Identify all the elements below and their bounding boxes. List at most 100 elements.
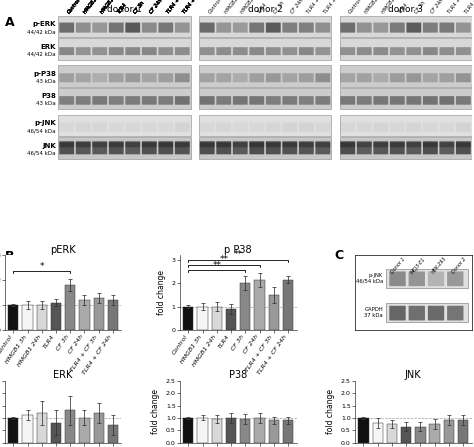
Bar [199, 16, 331, 37]
Bar [93, 298, 104, 330]
FancyBboxPatch shape [92, 122, 107, 132]
Text: A: A [5, 16, 14, 29]
FancyBboxPatch shape [406, 22, 421, 33]
FancyBboxPatch shape [456, 122, 471, 132]
Bar [339, 65, 472, 87]
FancyBboxPatch shape [76, 122, 91, 132]
FancyBboxPatch shape [233, 142, 247, 154]
FancyBboxPatch shape [456, 96, 471, 105]
Bar [283, 420, 293, 443]
FancyBboxPatch shape [439, 22, 454, 33]
FancyBboxPatch shape [142, 22, 157, 33]
FancyBboxPatch shape [357, 142, 372, 154]
FancyBboxPatch shape [200, 142, 215, 154]
FancyBboxPatch shape [158, 96, 173, 105]
Text: HMGB1 3h: HMGB1 3h [83, 0, 103, 15]
FancyBboxPatch shape [92, 47, 107, 55]
Bar [358, 418, 369, 443]
FancyBboxPatch shape [109, 96, 124, 105]
Text: 44/42 kDa: 44/42 kDa [27, 52, 56, 57]
Text: TLR4 + CF 24h: TLR4 + CF 24h [182, 0, 209, 15]
Bar [58, 38, 191, 59]
Bar [269, 295, 279, 330]
Bar [339, 38, 472, 59]
FancyBboxPatch shape [249, 22, 264, 33]
Bar [226, 418, 236, 443]
FancyBboxPatch shape [374, 142, 388, 154]
Text: 43 kDa: 43 kDa [36, 101, 56, 106]
Bar [199, 137, 331, 159]
Text: HMGB1 24h: HMGB1 24h [100, 0, 122, 15]
Text: HMGB1 24h: HMGB1 24h [100, 0, 122, 15]
FancyBboxPatch shape [456, 47, 471, 55]
Text: TLR4 + CF 3h: TLR4 + CF 3h [166, 0, 191, 15]
Text: HMGB1 3h: HMGB1 3h [224, 0, 244, 15]
FancyBboxPatch shape [357, 141, 372, 147]
Text: p-P38: p-P38 [33, 71, 56, 77]
Text: CF 24h: CF 24h [430, 0, 445, 15]
FancyBboxPatch shape [299, 141, 314, 147]
FancyBboxPatch shape [390, 47, 405, 55]
FancyBboxPatch shape [76, 73, 91, 82]
FancyBboxPatch shape [233, 47, 247, 55]
FancyBboxPatch shape [439, 96, 454, 105]
FancyBboxPatch shape [456, 73, 471, 82]
Bar [58, 88, 191, 109]
Text: CF 24h: CF 24h [149, 0, 164, 15]
FancyBboxPatch shape [389, 306, 406, 320]
FancyBboxPatch shape [109, 142, 124, 154]
FancyBboxPatch shape [266, 22, 281, 33]
FancyBboxPatch shape [125, 22, 140, 33]
Bar [240, 419, 250, 443]
FancyBboxPatch shape [315, 96, 330, 105]
FancyBboxPatch shape [283, 47, 297, 55]
Bar [339, 88, 472, 109]
Text: Control: Control [67, 0, 82, 15]
FancyBboxPatch shape [249, 141, 264, 147]
FancyBboxPatch shape [92, 73, 107, 82]
Bar [183, 418, 193, 443]
FancyBboxPatch shape [283, 122, 297, 132]
Text: HMGB1 3h: HMGB1 3h [83, 0, 103, 15]
Text: CF 24h: CF 24h [149, 0, 164, 15]
Bar [255, 280, 264, 330]
FancyBboxPatch shape [340, 141, 355, 147]
Text: Control: Control [67, 0, 82, 15]
Title: p P38: p P38 [224, 245, 252, 254]
FancyBboxPatch shape [142, 96, 157, 105]
FancyBboxPatch shape [175, 47, 190, 55]
FancyBboxPatch shape [266, 142, 281, 154]
FancyBboxPatch shape [456, 141, 471, 147]
FancyBboxPatch shape [142, 73, 157, 82]
Bar [51, 303, 61, 330]
Text: HMGB1 3h: HMGB1 3h [83, 0, 103, 15]
Text: CF 3h: CF 3h [273, 0, 286, 15]
FancyBboxPatch shape [142, 47, 157, 55]
Text: TLR4: TLR4 [116, 2, 128, 15]
FancyBboxPatch shape [266, 141, 281, 147]
Text: CF 3h: CF 3h [133, 0, 146, 15]
Text: **: ** [219, 255, 228, 264]
Text: C: C [334, 249, 343, 262]
Text: TLR4 + CF 24h: TLR4 + CF 24h [182, 0, 209, 15]
Title: ERK: ERK [54, 370, 73, 380]
Text: Control: Control [67, 0, 82, 15]
FancyBboxPatch shape [59, 142, 74, 154]
Bar [386, 269, 468, 288]
FancyBboxPatch shape [283, 73, 297, 82]
FancyBboxPatch shape [283, 96, 297, 105]
Text: HMGB1 24h: HMGB1 24h [100, 0, 122, 15]
Text: Control: Control [67, 0, 82, 15]
Bar [108, 425, 118, 443]
FancyBboxPatch shape [374, 22, 388, 33]
FancyBboxPatch shape [390, 73, 405, 82]
FancyBboxPatch shape [315, 141, 330, 147]
Text: CF 3h: CF 3h [133, 0, 146, 15]
FancyBboxPatch shape [315, 47, 330, 55]
FancyBboxPatch shape [299, 142, 314, 154]
FancyBboxPatch shape [439, 142, 454, 154]
Bar [226, 309, 236, 330]
FancyBboxPatch shape [175, 96, 190, 105]
FancyBboxPatch shape [109, 22, 124, 33]
FancyBboxPatch shape [374, 96, 388, 105]
